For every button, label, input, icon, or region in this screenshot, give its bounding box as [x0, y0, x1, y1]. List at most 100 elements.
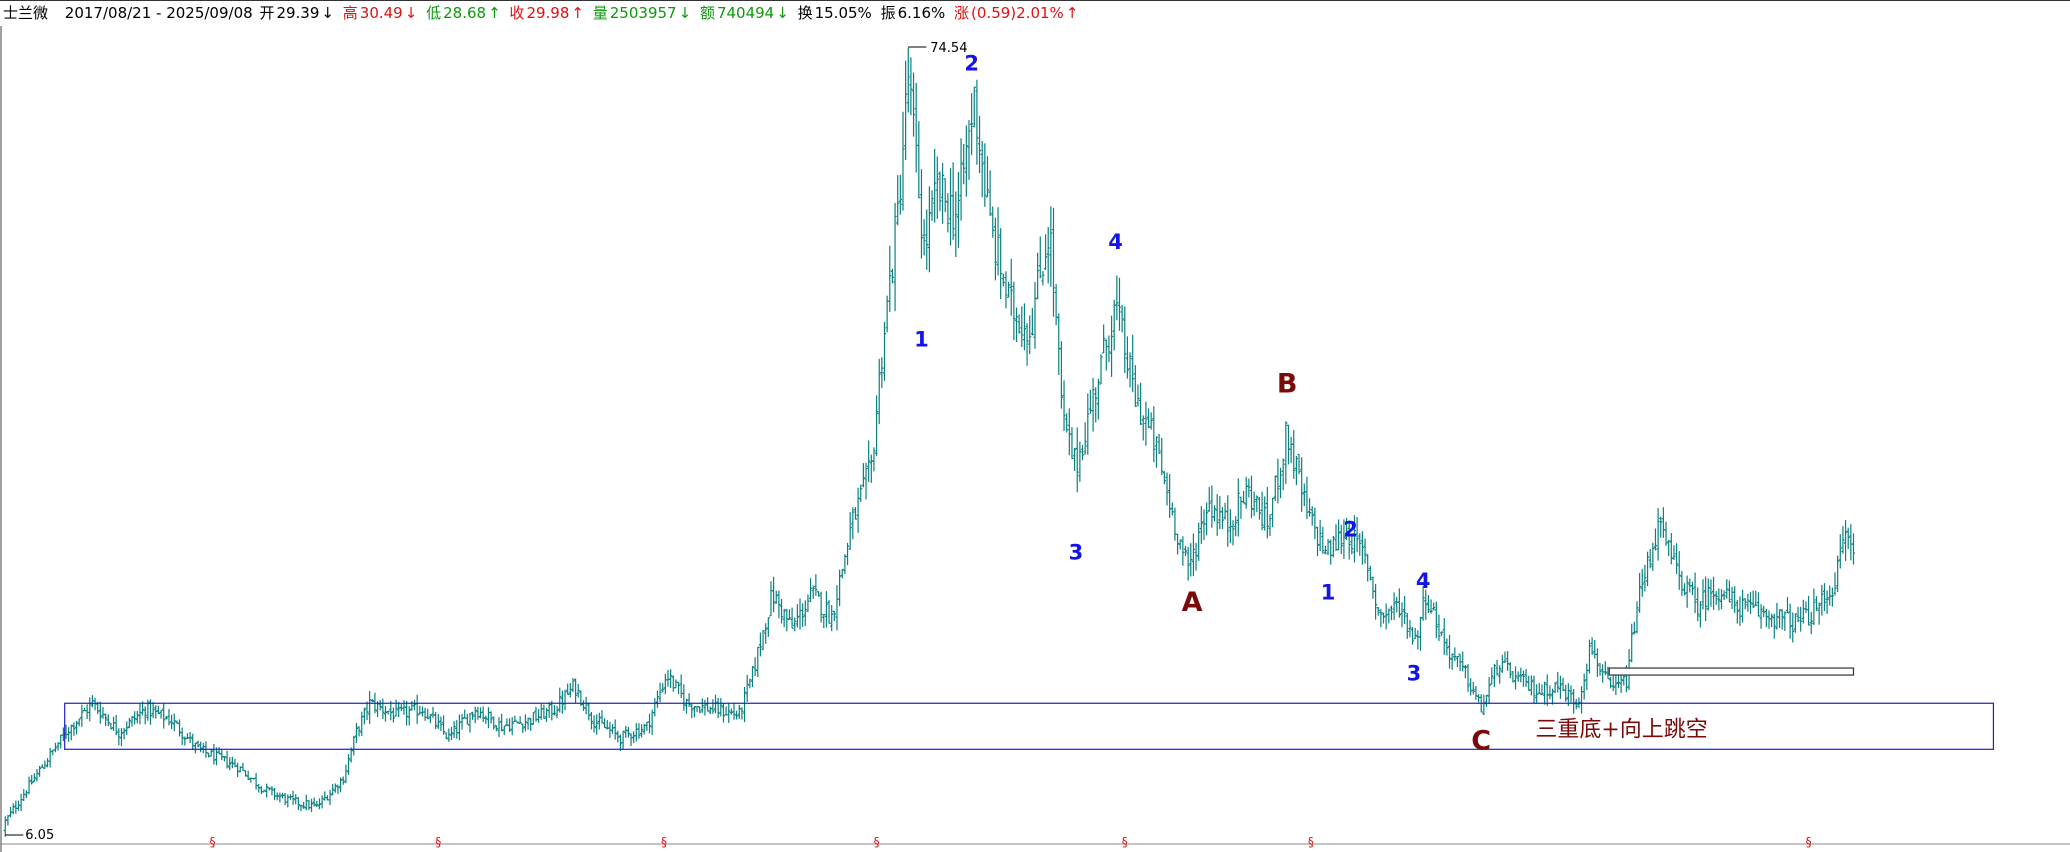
event-marker[interactable]: §	[874, 835, 880, 849]
ohlc-bar	[1123, 306, 1127, 374]
ohlc-bar	[354, 723, 359, 744]
ohlc-bar	[138, 703, 142, 725]
ohlc-bar	[563, 689, 567, 711]
ohlc-bar	[1793, 613, 1798, 633]
event-marker[interactable]: §	[661, 835, 667, 849]
ohlc-bar	[172, 713, 176, 732]
ohlc-bar	[1286, 424, 1291, 465]
ohlc-bar	[109, 722, 113, 730]
ohlc-bar	[1395, 596, 1399, 613]
ohlc-bar	[1371, 576, 1375, 599]
ohlc-bar	[119, 728, 124, 747]
ohlc-bar	[1463, 664, 1467, 679]
ohlc-bar	[621, 730, 625, 750]
ohlc-bar	[1801, 599, 1805, 624]
ohlc-bar	[1012, 281, 1016, 341]
ohlc-bar	[1046, 226, 1050, 284]
ohlc-bar	[1181, 536, 1185, 566]
ohlc-bar	[925, 209, 929, 270]
ohlc-bar	[647, 713, 652, 734]
ohlc-bar	[1276, 458, 1280, 504]
ohlc-bar	[1593, 640, 1597, 659]
wave-label: 4	[1108, 230, 1123, 254]
ohlc-bar	[304, 794, 308, 811]
event-marker[interactable]: §	[210, 835, 216, 849]
ohlc-bar	[1709, 579, 1713, 607]
ohlc-bar	[1751, 590, 1755, 608]
event-marker[interactable]: §	[1122, 835, 1128, 849]
ohlc-bar	[1294, 455, 1298, 486]
ohlc-bar	[447, 728, 451, 742]
ohlc-bar	[1107, 335, 1111, 363]
ohlc-bar	[1141, 415, 1145, 441]
ohlc-bar	[1366, 554, 1370, 582]
ohlc-bar	[299, 804, 303, 812]
ohlc-bar	[724, 706, 728, 716]
ohlc-bar	[1347, 520, 1351, 560]
ohlc-bar	[687, 693, 691, 707]
ohlc-bar	[803, 600, 807, 627]
ohlc-bar	[1096, 378, 1100, 420]
ohlc-bar	[262, 789, 266, 793]
ohlc-bar	[1500, 654, 1504, 673]
ohlc-bar	[655, 690, 660, 708]
ohlc-bar	[1508, 662, 1512, 679]
max-price-label: 74.54	[930, 41, 967, 56]
ohlc-bar	[1619, 674, 1623, 694]
ohlc-bar	[669, 669, 673, 688]
ohlc-bar	[1680, 570, 1684, 596]
ohlc-bar	[1028, 315, 1032, 355]
ohlc-bar	[898, 174, 902, 215]
ohlc-bar	[199, 741, 203, 753]
ohlc-bar	[106, 714, 110, 727]
ohlc-bar	[904, 60, 908, 160]
ohlc-bar	[1175, 533, 1180, 555]
ohlc-bar	[964, 125, 968, 197]
ohlc-bar	[1756, 592, 1761, 617]
ohlc-bar	[1323, 545, 1328, 555]
ohlc-bar	[1783, 611, 1787, 631]
ohlc-bar	[1374, 583, 1378, 620]
wave-label: 4	[1416, 569, 1431, 593]
ohlc-bar	[294, 794, 298, 805]
ohlc-bar	[1165, 472, 1169, 506]
ohlc-bar	[362, 707, 366, 725]
ohlc-bar	[629, 733, 633, 747]
ohlc-bar	[716, 697, 720, 719]
ohlc-bar	[1041, 270, 1045, 286]
ohlc-bar	[1812, 588, 1816, 625]
ohlc-bar	[431, 707, 435, 718]
ohlc-bar	[468, 713, 472, 733]
ohlc-bar	[1128, 352, 1132, 388]
ohlc-bar	[394, 699, 398, 717]
ohlc-bar	[1120, 304, 1124, 333]
ohlc-bar	[1474, 685, 1478, 700]
ohlc-bar	[1268, 514, 1272, 537]
ohlc-bar	[412, 699, 417, 711]
event-marker[interactable]: §	[1308, 835, 1314, 849]
ohlc-bar	[1057, 313, 1061, 375]
ohlc-bar	[344, 764, 348, 784]
ohlc-bar	[1247, 478, 1251, 498]
ohlc-bar	[423, 707, 427, 721]
event-marker[interactable]: §	[435, 835, 441, 849]
ohlc-bar	[291, 790, 295, 805]
event-marker[interactable]: §	[1806, 835, 1812, 849]
ohlc-bar	[1656, 508, 1660, 561]
ohlc-bar	[32, 773, 36, 783]
wave-label: C	[1471, 725, 1491, 756]
ohlc-bar	[275, 792, 279, 801]
ohlc-bar	[1329, 539, 1333, 565]
ohlc-bar	[441, 715, 446, 735]
ohlc-bar	[1017, 314, 1021, 334]
ohlc-bar	[893, 203, 897, 312]
ohlc-bar	[1503, 651, 1507, 664]
ohlc-bar	[177, 719, 182, 737]
ohlc-bar	[333, 783, 337, 793]
ohlc-bar	[576, 684, 580, 698]
ohlc-bar	[1442, 618, 1446, 655]
ohlc-bar	[1587, 639, 1592, 674]
ohlc-bar	[859, 484, 863, 503]
ohlc-bar	[309, 798, 314, 812]
